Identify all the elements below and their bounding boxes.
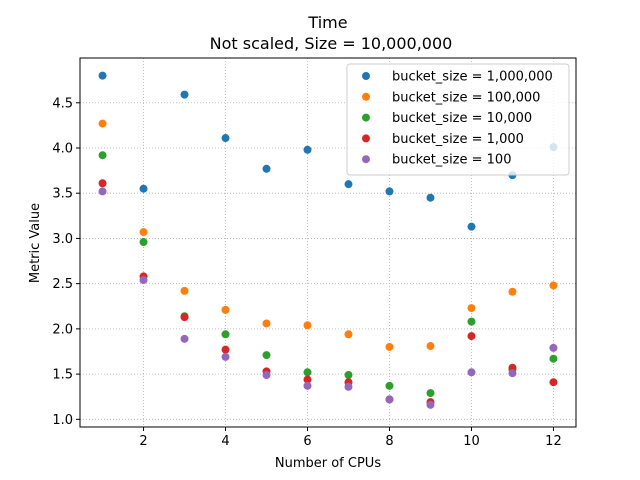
data-point [180,286,189,295]
data-point [303,375,312,384]
data-point [262,164,271,173]
data-point [426,193,435,202]
data-point [98,187,107,196]
legend-label: bucket_size = 100 [392,153,511,168]
data-point [467,222,476,231]
legend-label: bucket_size = 1,000,000 [392,70,553,85]
data-point [221,352,230,361]
legend: bucket_size = 1,000,000 bucket_size = 100… [346,63,570,176]
data-point [139,184,148,193]
y-tick-label: 4.5 [52,96,73,111]
data-point [98,179,107,188]
data-point [139,238,148,247]
data-point [344,180,353,189]
data-point [221,330,230,339]
legend-marker [362,134,370,143]
data-point [344,382,353,391]
data-point [549,378,558,387]
data-point [426,342,435,351]
data-points [98,71,558,409]
x-tick-label: 10 [463,434,480,449]
legend-label: bucket_size = 1,000 [392,132,524,147]
data-point [303,368,312,377]
data-point [508,287,517,296]
data-point [262,370,271,379]
data-point [221,134,230,143]
data-point [139,228,148,237]
data-point [385,381,394,390]
data-point [385,395,394,404]
legend-label: bucket_size = 10,000 [392,111,532,126]
data-point [98,71,107,80]
chart-subtitle: Not scaled, Size = 10,000,000 [210,34,453,53]
legend-box [346,63,570,176]
data-point [549,281,558,290]
legend-marker [362,155,370,164]
data-point [303,145,312,154]
y-tick-label: 3.5 [52,187,73,202]
data-point [385,187,394,196]
data-point [344,370,353,379]
data-point [180,90,189,99]
legend-marker [362,92,370,101]
data-point [98,119,107,128]
y-tick-label: 1.5 [52,368,73,383]
data-point [221,305,230,314]
data-point [98,151,107,160]
x-axis-label: Number of CPUs [275,456,381,471]
data-point [303,381,312,390]
data-point [549,343,558,352]
data-point [180,313,189,322]
data-point [467,317,476,326]
x-tick-label: 6 [303,434,311,449]
data-point [221,345,230,354]
y-tick-label: 2.5 [52,277,73,292]
data-point [426,400,435,409]
data-point [508,369,517,378]
y-tick-label: 4.0 [52,141,73,156]
y-tick-label: 3.0 [52,232,73,247]
y-axis-label: Metric Value [28,203,43,283]
x-tick-label: 4 [221,434,229,449]
chart-title: Time [307,13,347,32]
data-point [467,332,476,341]
data-point [303,321,312,330]
data-point [549,354,558,363]
data-point [180,334,189,343]
data-point [467,304,476,313]
data-point [262,351,271,360]
data-point [139,276,148,285]
data-point [385,342,394,351]
x-tick-label: 2 [139,434,147,449]
y-tick-label: 1.0 [52,413,73,428]
data-point [467,368,476,377]
data-point [344,330,353,339]
legend-marker [362,72,370,80]
legend-label: bucket_size = 100,000 [392,90,540,105]
x-tick-label: 12 [545,434,562,449]
legend-marker [362,113,370,122]
data-point [426,389,435,398]
x-tick-label: 8 [385,434,393,449]
data-point [262,319,271,328]
plot-frame [79,57,577,428]
y-tick-label: 2.0 [52,322,73,337]
axis-ticks: 2 4 6 8 10 12 1.0 1.5 2.0 2.5 3.0 3.5 4.0 4.5 [52,96,561,449]
